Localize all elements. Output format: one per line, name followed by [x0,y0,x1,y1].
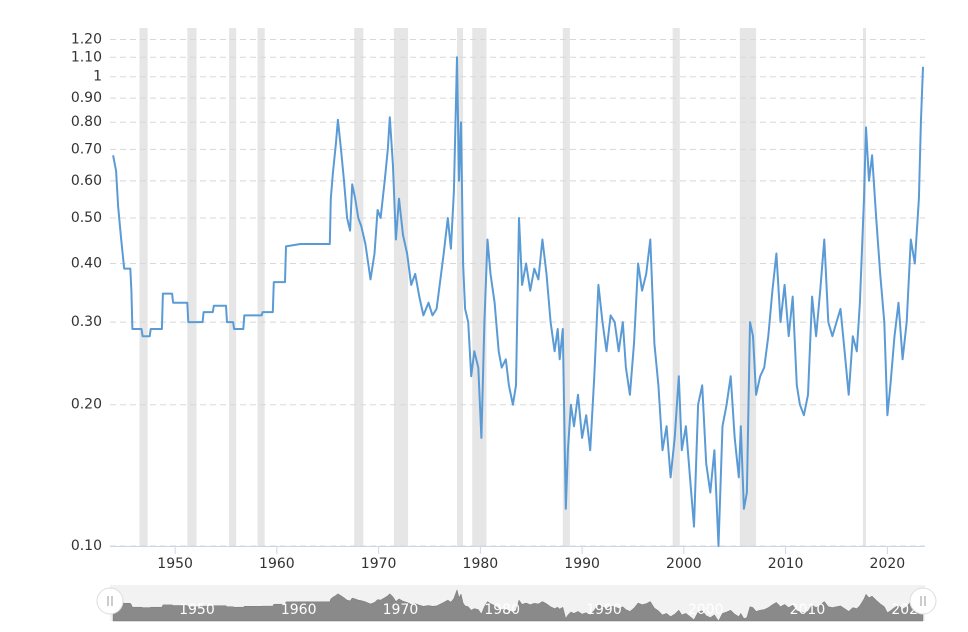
shaded-bands [139,28,866,546]
navigator[interactable]: 1950 1960 1970 1980 1990 2000 2010 2020 [110,585,927,622]
y-tick-label: 0.40 [71,255,102,271]
y-tick-label: 0.20 [71,397,102,413]
shaded-band [229,28,237,546]
y-tick-label: 0.70 [71,141,102,157]
plot [112,56,924,547]
y-tick-label: 0.60 [71,173,102,189]
shaded-band [187,28,197,546]
shaded-band [472,28,487,546]
y-tick-label: 1.20 [71,32,102,48]
shaded-band [672,28,680,546]
navigator-label: 2000 [688,602,724,618]
x-tick-label: 1950 [157,556,193,572]
navigator-label: 1980 [484,602,520,618]
grid: 0.10 0.20 0.30 0.40 0.50 0.60 0.70 0.80 0.90 1 1.1… [71,32,925,572]
series-line [112,56,924,547]
y-tick-label: 0.50 [71,210,102,226]
shaded-band [456,28,464,546]
handle[interactable] [909,587,937,615]
shaded-band [393,28,409,546]
shaded-band [862,28,866,546]
x-tick-label: 2000 [666,556,702,572]
x-tick-label: 1980 [463,556,499,572]
navigator-label: 1950 [179,602,215,618]
y-tick-label: 0.90 [71,90,102,106]
x-tick-label: 2010 [768,556,804,572]
navigator-handle-left[interactable] [96,587,124,615]
y-tick-label: 0.30 [71,314,102,330]
navigator-label: 2010 [790,602,826,618]
y-tick-label: 0.10 [71,538,102,554]
navigator-handle-right[interactable] [909,587,937,615]
x-tick-label: 1970 [361,556,397,572]
y-tick-label: 0.80 [71,114,102,130]
shaded-band [562,28,570,546]
navigator-label: 1970 [383,602,419,618]
handle[interactable] [96,587,124,615]
shaded-band [739,28,757,546]
shaded-band [257,28,265,546]
navigator-label: 1990 [586,602,622,618]
x-tick-label: 2020 [870,556,906,572]
shaded-band [139,28,148,546]
shaded-band [354,28,364,546]
x-tick-label: 1990 [564,556,600,572]
navigator-label: 1960 [281,602,317,618]
navigator-area [112,589,924,622]
x-tick-label: 1960 [259,556,295,572]
y-tick-label: 1.10 [71,49,102,65]
y-tick-label: 1 [93,69,102,85]
